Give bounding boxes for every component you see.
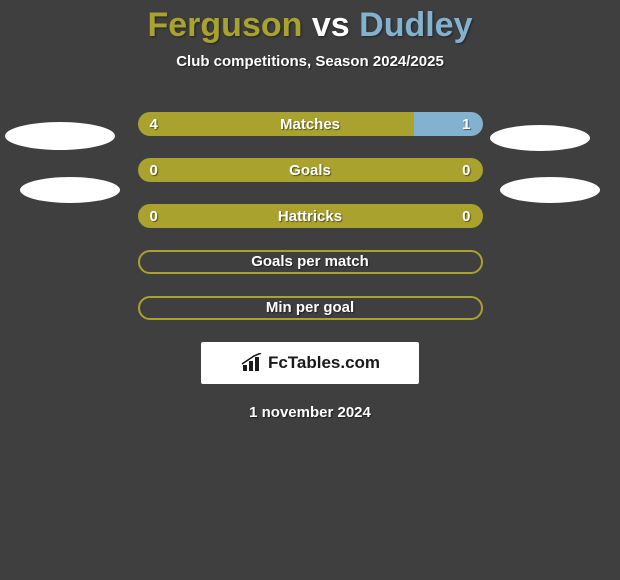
stat-row: 41Matches [138, 112, 483, 136]
stat-value-b: 0 [462, 162, 470, 179]
stat-value-a: 0 [150, 162, 158, 179]
stat-value-b: 1 [462, 116, 470, 133]
logo: FcTables.com [240, 353, 380, 373]
title-vs: vs [312, 6, 350, 44]
logo-text: FcTables.com [268, 353, 380, 373]
decorative-ellipse [20, 177, 120, 203]
page-title: Ferguson vs Dudley [0, 0, 620, 45]
stat-row: Min per goal [138, 296, 483, 320]
title-player-b: Dudley [359, 6, 472, 44]
decorative-ellipse [5, 122, 115, 150]
stat-value-a: 4 [150, 116, 158, 133]
stat-bar-a: 4 [138, 112, 414, 136]
subtitle: Club competitions, Season 2024/2025 [0, 53, 620, 70]
comparison-card: Ferguson vs Dudley Club competitions, Se… [0, 0, 620, 580]
stat-label: Goals per match [140, 250, 481, 272]
title-player-a: Ferguson [148, 6, 303, 44]
logo-box: FcTables.com [201, 342, 419, 384]
stat-bar-b: 1 [414, 112, 483, 136]
decorative-ellipse [490, 125, 590, 151]
bar-chart-icon [240, 353, 266, 373]
stat-label: Min per goal [140, 296, 481, 318]
stat-value-a: 0 [150, 208, 158, 225]
stat-bar-a: 0 [138, 204, 311, 228]
date-label: 1 november 2024 [0, 404, 620, 421]
stat-row: Goals per match [138, 250, 483, 274]
stat-row: 00Goals [138, 158, 483, 182]
stat-bar-a: 0 [138, 158, 311, 182]
stat-bar-b: 0 [310, 204, 483, 228]
decorative-ellipse [500, 177, 600, 203]
stat-bar-b: 0 [310, 158, 483, 182]
stat-value-b: 0 [462, 208, 470, 225]
stat-row: 00Hattricks [138, 204, 483, 228]
